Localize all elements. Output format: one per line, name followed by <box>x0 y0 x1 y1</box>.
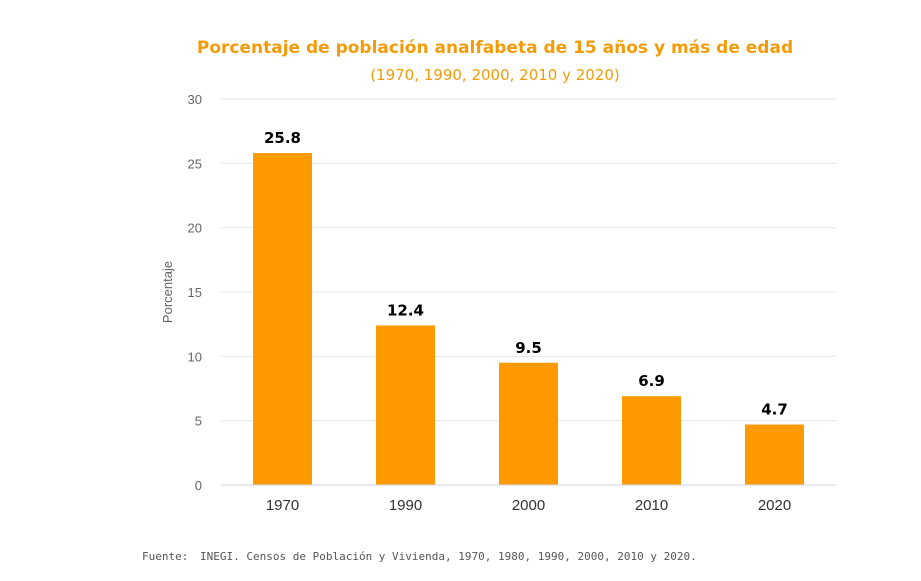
y-tick-label: 25 <box>188 156 202 171</box>
bar <box>253 153 312 486</box>
source-note: Fuente: INEGI. Censos de Población y Vivi… <box>142 550 697 563</box>
chart-title: Porcentaje de población analfabeta de 15… <box>196 38 794 58</box>
bar <box>622 396 681 485</box>
bars <box>253 153 804 486</box>
x-axis-ticks: 1970 1990 2000 2010 2020 <box>266 497 791 514</box>
data-label: 9.5 <box>515 339 542 357</box>
y-axis-ticks: 0 5 10 15 20 25 30 <box>188 92 202 493</box>
y-tick-label: 20 <box>188 221 202 236</box>
data-labels: 25.8 12.4 9.5 6.9 4.7 <box>264 129 788 418</box>
data-label: 25.8 <box>264 129 301 147</box>
bar <box>499 362 558 485</box>
x-tick-label: 2020 <box>758 497 791 514</box>
y-tick-label: 30 <box>188 92 202 107</box>
data-label: 6.9 <box>638 372 665 390</box>
chart-subtitle: (1970, 1990, 2000, 2010 y 2020) <box>370 66 620 84</box>
y-tick-label: 0 <box>195 478 202 493</box>
data-label: 4.7 <box>761 401 788 419</box>
data-label: 12.4 <box>387 301 424 319</box>
bar <box>376 325 435 485</box>
y-tick-label: 15 <box>188 285 202 300</box>
y-tick-label: 10 <box>188 349 202 364</box>
bar <box>745 424 804 485</box>
x-tick-label: 1990 <box>389 497 422 514</box>
source-text: INEGI. Censos de Población y Vivienda, 1… <box>200 550 697 563</box>
y-tick-label: 5 <box>195 414 202 429</box>
x-tick-label: 1970 <box>266 497 299 514</box>
x-tick-label: 2000 <box>512 497 545 514</box>
x-tick-label: 2010 <box>635 497 668 514</box>
y-axis-label: Porcentaje <box>160 261 175 323</box>
source-label: Fuente: <box>142 550 189 563</box>
